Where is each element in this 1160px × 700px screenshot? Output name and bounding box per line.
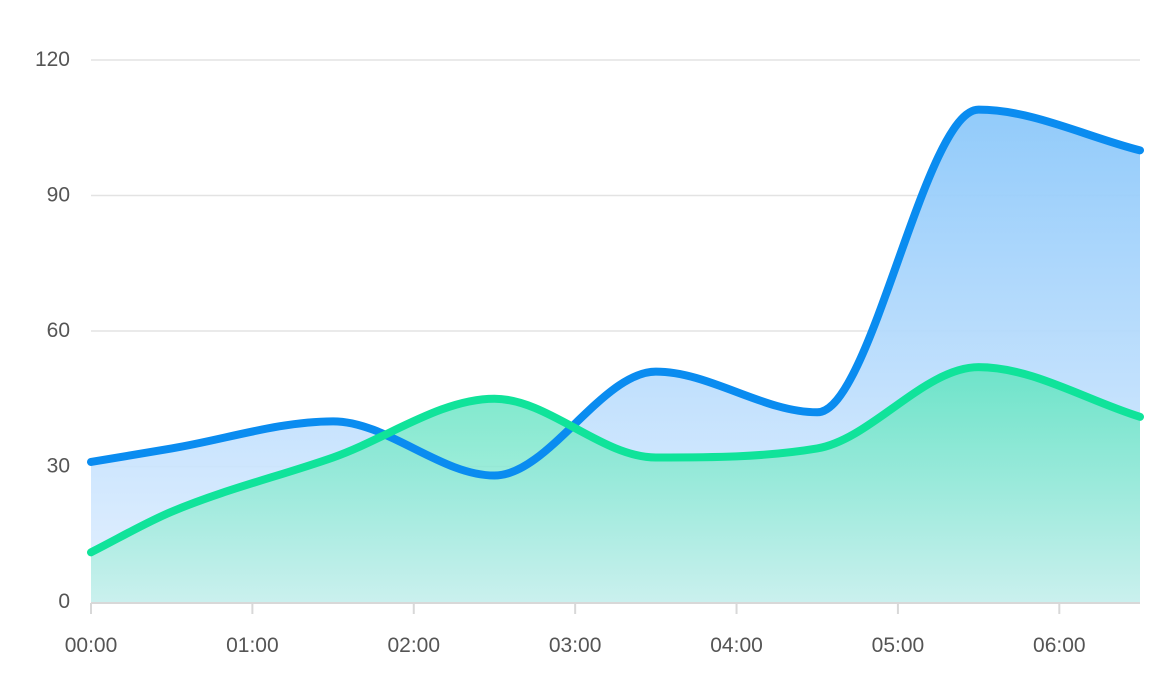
y-axis-ticks: 0 30 60 90 120 — [35, 48, 70, 613]
series-1-line — [87, 105, 1144, 480]
series-2-area — [91, 367, 1140, 602]
line-layer — [87, 105, 1144, 557]
x-tick-label: 03:00 — [549, 634, 602, 657]
y-tick-label: 0 — [58, 590, 70, 613]
area-layer — [91, 109, 1140, 602]
x-tick-label: 05:00 — [872, 634, 925, 657]
x-tick-label: 02:00 — [387, 634, 440, 657]
series-2-line — [87, 363, 1144, 557]
x-tick-label: 06:00 — [1033, 634, 1086, 657]
x-tick-label: 01:00 — [226, 634, 279, 657]
x-tick-label: 04:00 — [710, 634, 763, 657]
x-tick-label: 00:00 — [65, 634, 118, 657]
y-tick-label: 30 — [47, 455, 70, 478]
y-tick-label: 120 — [35, 48, 70, 71]
x-axis-ticks: 00:00 01:00 02:00 03:00 04:00 05:00 06:00 — [65, 634, 1086, 657]
y-tick-label: 90 — [47, 184, 70, 207]
y-tick-label: 60 — [47, 319, 70, 342]
axis-layer — [90, 602, 1140, 614]
